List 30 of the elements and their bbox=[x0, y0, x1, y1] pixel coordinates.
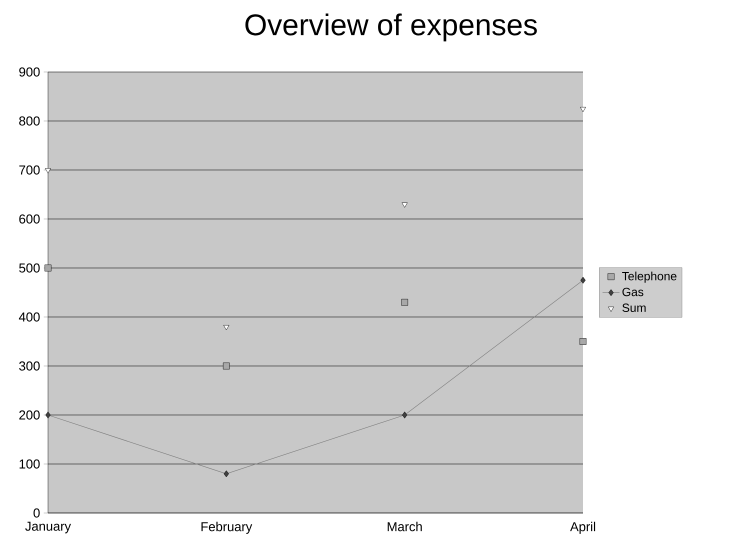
x-tick-label: April bbox=[570, 522, 596, 534]
x-tick-label: January bbox=[25, 522, 72, 534]
point bbox=[580, 276, 586, 284]
legend-label: Telephone bbox=[622, 272, 676, 283]
point bbox=[401, 298, 408, 306]
x-tick-label: February bbox=[201, 522, 252, 534]
point bbox=[580, 106, 586, 112]
y-tick-label: 500 bbox=[19, 263, 40, 273]
y-tick-label: 400 bbox=[18, 312, 40, 322]
point bbox=[402, 202, 408, 208]
point bbox=[224, 470, 229, 478]
chart-title: Overview of expenses bbox=[245, 14, 537, 42]
y-tick-label: 800 bbox=[19, 116, 40, 126]
y-tick-label: 100 bbox=[20, 459, 40, 469]
point bbox=[45, 412, 51, 418]
y-tick-label: 0 bbox=[34, 508, 40, 518]
y-tick-label: 700 bbox=[19, 165, 40, 175]
x-tick-label: March bbox=[388, 522, 422, 532]
y-tick-label: 600 bbox=[19, 214, 40, 224]
legend-label: Sum bbox=[622, 304, 646, 312]
legend-label: Gas bbox=[622, 288, 644, 296]
point bbox=[580, 338, 586, 345]
point bbox=[45, 168, 51, 174]
point bbox=[223, 325, 230, 330]
y-tick-label: 900 bbox=[19, 67, 40, 77]
point bbox=[44, 264, 52, 272]
point bbox=[402, 412, 408, 418]
y-tick-label: 200 bbox=[19, 410, 40, 420]
y-tick-label: 300 bbox=[19, 361, 40, 371]
point bbox=[222, 362, 230, 370]
